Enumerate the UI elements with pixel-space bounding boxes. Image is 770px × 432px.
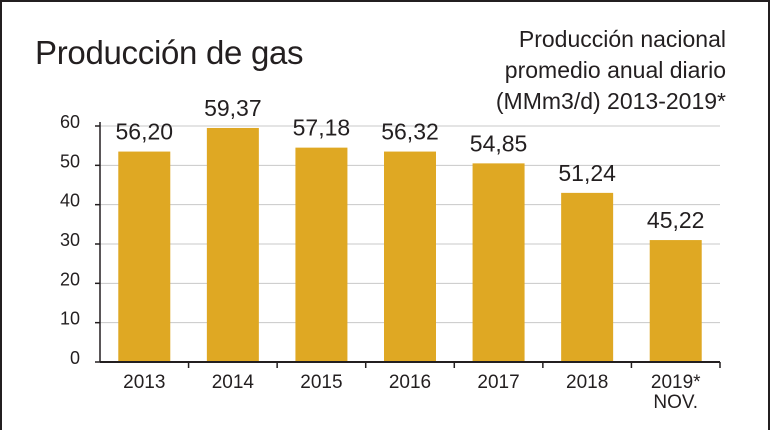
chart-subtitle: Producción nacional promedio anual diari… [496, 24, 726, 117]
axis-layer [95, 122, 721, 368]
data-label: 57,18 [293, 115, 351, 141]
x-tick-label: 2013 [123, 372, 165, 393]
x-tick-label: 2018 [566, 372, 608, 393]
y-tick-label: 0 [70, 348, 80, 368]
x-tick-label: 2019* [651, 372, 701, 393]
y-tick-label: 50 [60, 151, 80, 171]
data-label: 59,37 [204, 95, 262, 121]
bar-layer [118, 127, 702, 362]
x-tick-label: 2016 [389, 372, 431, 393]
y-tick-label: 40 [60, 191, 80, 211]
x-tick-label: 2015 [300, 372, 342, 393]
bar [295, 147, 348, 362]
bar [649, 240, 702, 362]
data-label: 56,20 [116, 119, 174, 145]
bar [118, 151, 171, 362]
data-label: 56,32 [381, 119, 439, 145]
bar [561, 192, 614, 362]
data-label: 45,22 [647, 207, 705, 233]
bar [472, 163, 525, 362]
x-tick-label: 2017 [477, 372, 519, 393]
x-tick-label: NOV. [653, 392, 698, 413]
chart-title: Producción de gas [35, 34, 304, 71]
subtitle-line: promedio anual diario [504, 57, 726, 83]
bar [384, 151, 436, 362]
subtitle-line: (MMm3/d) 2013-2019* [495, 88, 726, 114]
y-tick-label: 10 [60, 309, 80, 329]
bar [206, 127, 259, 362]
y-tick-label: 20 [60, 269, 80, 289]
y-tick-label: 60 [60, 112, 80, 132]
data-label: 51,24 [558, 160, 616, 186]
y-tick-label: 30 [60, 230, 80, 250]
label-layer: 0 10 20 30 40 50 60 56,20 2013 59,37 2014 57,18 2015… [60, 95, 705, 413]
x-tick-label: 2014 [212, 372, 255, 393]
data-label: 54,85 [470, 130, 528, 156]
subtitle-line: Producción nacional [518, 26, 726, 52]
